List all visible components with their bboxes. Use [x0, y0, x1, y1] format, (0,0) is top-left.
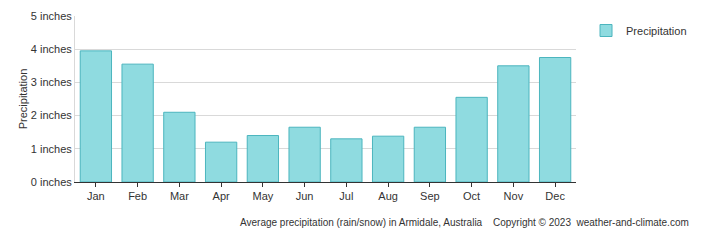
svg-text:4 inches: 4 inches — [31, 43, 72, 55]
svg-text:Copyright © 2023 weather-and-: Copyright © 2023 weather-and-climate.com — [493, 217, 689, 228]
svg-text:0 inches: 0 inches — [31, 176, 72, 188]
svg-text:Feb: Feb — [128, 190, 147, 202]
svg-text:2 inches: 2 inches — [31, 109, 72, 121]
svg-text:Mar: Mar — [170, 190, 189, 202]
svg-text:Sep: Sep — [420, 190, 440, 202]
svg-text:Precipitation: Precipitation — [626, 25, 687, 37]
svg-text:May: May — [252, 190, 273, 202]
svg-text:Average precipitation (rain/sn: Average precipitation (rain/snow) in Arm… — [240, 217, 483, 228]
svg-text:Dec: Dec — [545, 190, 565, 202]
svg-text:Jun: Jun — [296, 190, 314, 202]
svg-text:5 inches: 5 inches — [31, 10, 72, 22]
svg-text:Apr: Apr — [213, 190, 230, 202]
svg-text:Oct: Oct — [463, 190, 480, 202]
svg-text:Nov: Nov — [504, 190, 524, 202]
svg-text:3 inches: 3 inches — [31, 76, 72, 88]
svg-text:Jan: Jan — [87, 190, 105, 202]
svg-text:Aug: Aug — [378, 190, 398, 202]
svg-text:Jul: Jul — [339, 190, 353, 202]
svg-text:1 inches: 1 inches — [31, 143, 72, 155]
svg-text:Precipitation: Precipitation — [17, 69, 29, 130]
